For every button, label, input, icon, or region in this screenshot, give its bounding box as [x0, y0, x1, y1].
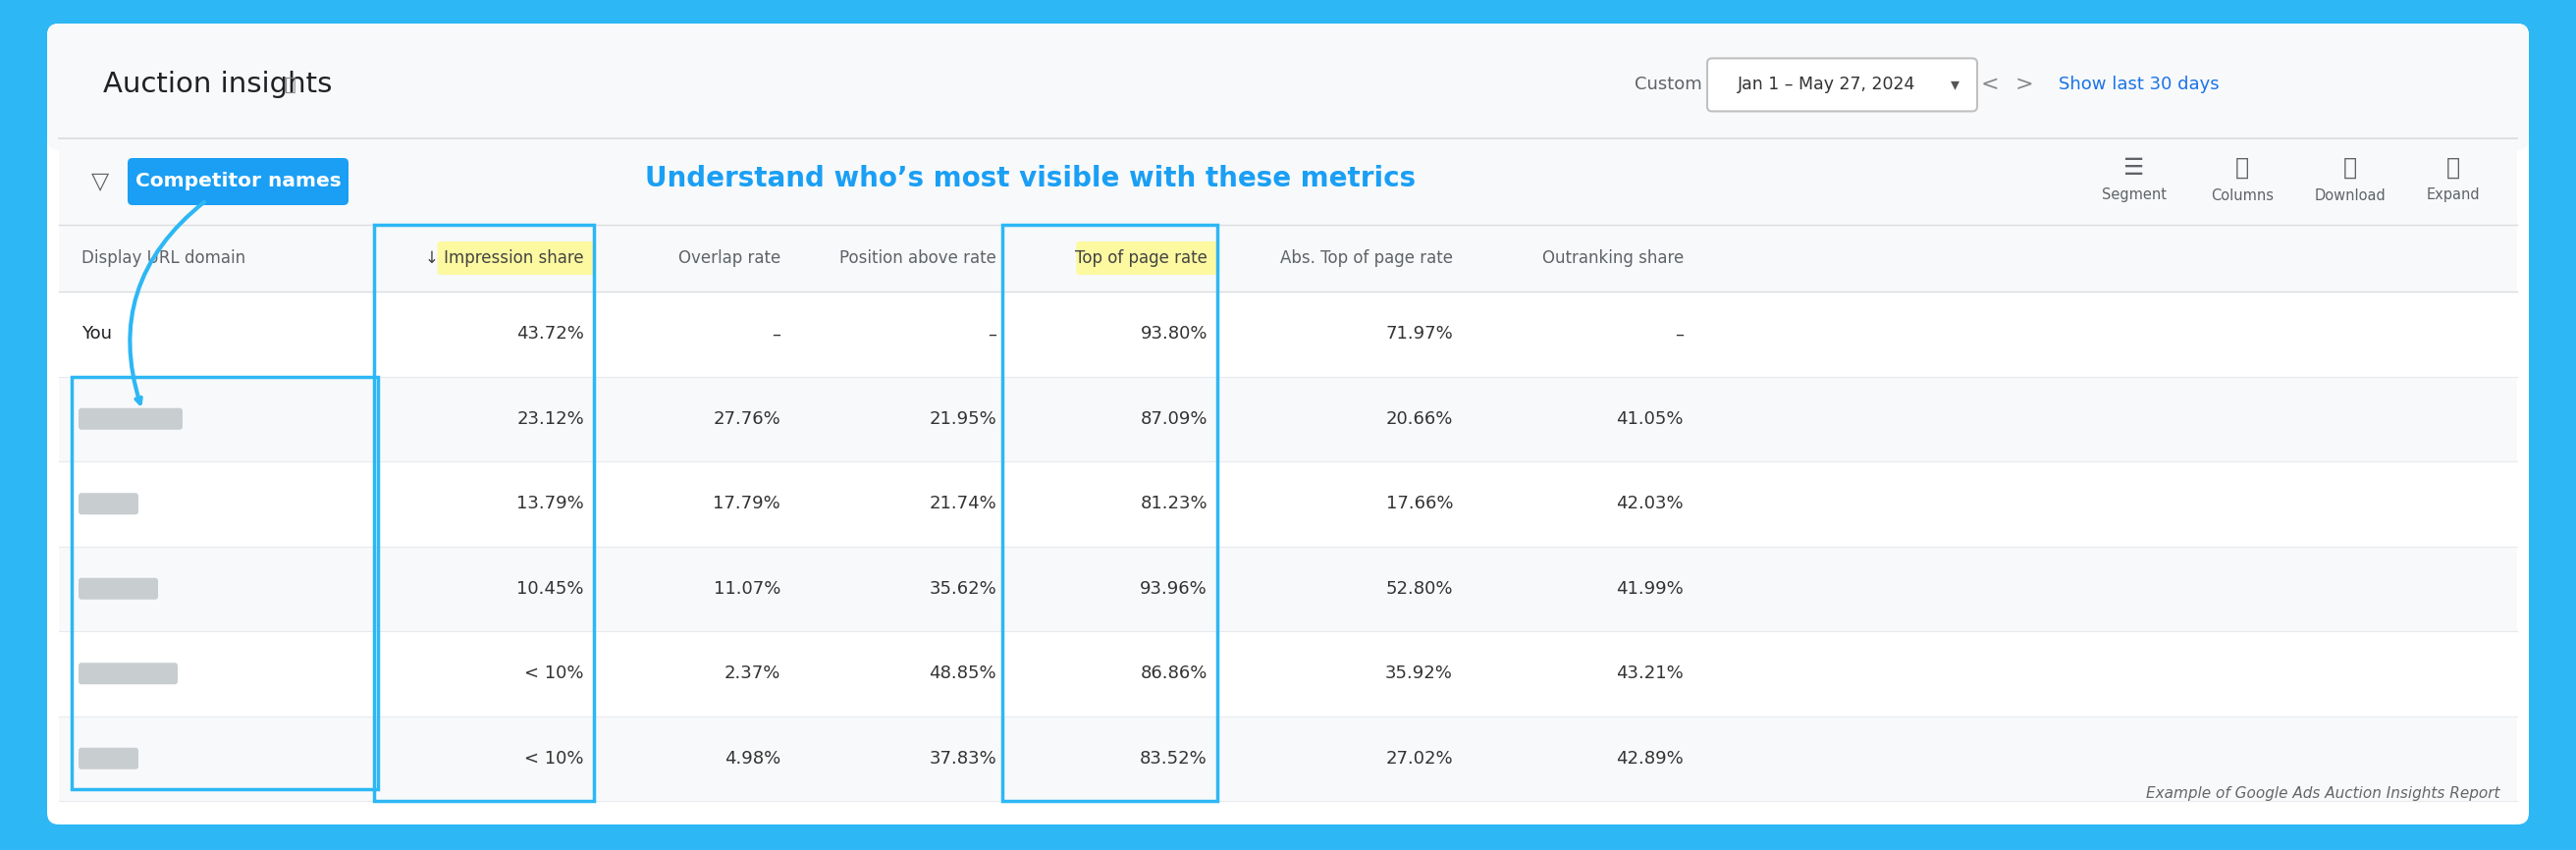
FancyBboxPatch shape — [46, 24, 2530, 824]
Text: ⤓: ⤓ — [2344, 156, 2357, 179]
Text: < 10%: < 10% — [526, 750, 585, 768]
Text: 43.21%: 43.21% — [1615, 665, 1685, 683]
Text: 42.89%: 42.89% — [1615, 750, 1685, 768]
Text: 21.95%: 21.95% — [930, 410, 997, 428]
Bar — [1002, 224, 1218, 801]
Bar — [59, 377, 2517, 462]
Text: Competitor names: Competitor names — [134, 173, 340, 191]
Text: 2.37%: 2.37% — [724, 665, 781, 683]
Text: –: – — [987, 326, 997, 343]
Text: Example of Google Ads Auction Insights Report: Example of Google Ads Auction Insights R… — [2146, 785, 2499, 801]
Text: 17.79%: 17.79% — [714, 495, 781, 513]
FancyBboxPatch shape — [1708, 59, 1978, 111]
Text: Expand: Expand — [2427, 188, 2481, 202]
Text: 71.97%: 71.97% — [1386, 326, 1453, 343]
Text: 13.79%: 13.79% — [518, 495, 585, 513]
FancyBboxPatch shape — [438, 241, 595, 275]
Text: 37.83%: 37.83% — [930, 750, 997, 768]
Text: 93.80%: 93.80% — [1141, 326, 1208, 343]
Text: 21.74%: 21.74% — [930, 495, 997, 513]
Text: 81.23%: 81.23% — [1141, 495, 1208, 513]
FancyBboxPatch shape — [77, 748, 139, 769]
Text: ▽: ▽ — [90, 170, 108, 193]
Text: Position above rate: Position above rate — [840, 249, 997, 267]
Text: 48.85%: 48.85% — [930, 665, 997, 683]
Text: ⓘ: ⓘ — [286, 76, 296, 94]
Text: 10.45%: 10.45% — [518, 580, 585, 598]
Text: 83.52%: 83.52% — [1141, 750, 1208, 768]
Text: Download: Download — [2313, 188, 2385, 202]
Bar — [59, 462, 2517, 547]
Text: ☰: ☰ — [2123, 156, 2146, 179]
Bar — [59, 139, 2517, 224]
Bar — [59, 292, 2517, 377]
Text: Understand who’s most visible with these metrics: Understand who’s most visible with these… — [647, 165, 1417, 192]
FancyBboxPatch shape — [77, 663, 178, 684]
Bar — [374, 224, 595, 801]
Text: Outranking share: Outranking share — [1543, 249, 1685, 267]
Text: 27.76%: 27.76% — [714, 410, 781, 428]
Bar — [59, 87, 2517, 139]
Text: ⎕: ⎕ — [2236, 156, 2249, 179]
Bar — [59, 224, 2517, 292]
Text: –: – — [1674, 326, 1685, 343]
Text: 93.96%: 93.96% — [1141, 580, 1208, 598]
Text: 42.03%: 42.03% — [1615, 495, 1685, 513]
Text: Columns: Columns — [2210, 188, 2275, 202]
Text: ↓ Impression share: ↓ Impression share — [425, 249, 585, 267]
Text: Abs. Top of page rate: Abs. Top of page rate — [1280, 249, 1453, 267]
Text: ⛶: ⛶ — [2447, 156, 2460, 179]
Text: Jan 1 – May 27, 2024: Jan 1 – May 27, 2024 — [1739, 76, 1917, 94]
Text: Custom: Custom — [1636, 76, 1703, 94]
Text: –: – — [773, 326, 781, 343]
Text: 11.07%: 11.07% — [714, 580, 781, 598]
Text: Overlap rate: Overlap rate — [677, 249, 781, 267]
Text: Show last 30 days: Show last 30 days — [2058, 76, 2221, 94]
Bar — [59, 716, 2517, 801]
FancyBboxPatch shape — [129, 158, 348, 205]
Bar — [59, 631, 2517, 716]
Text: Display URL domain: Display URL domain — [82, 249, 245, 267]
Text: 41.05%: 41.05% — [1615, 410, 1685, 428]
FancyBboxPatch shape — [77, 408, 183, 429]
FancyBboxPatch shape — [46, 24, 2530, 150]
Text: 20.66%: 20.66% — [1386, 410, 1453, 428]
Text: < 10%: < 10% — [526, 665, 585, 683]
Text: 86.86%: 86.86% — [1141, 665, 1208, 683]
FancyBboxPatch shape — [77, 578, 157, 599]
Text: 27.02%: 27.02% — [1386, 750, 1453, 768]
Text: 41.99%: 41.99% — [1615, 580, 1685, 598]
Text: 4.98%: 4.98% — [724, 750, 781, 768]
Text: 52.80%: 52.80% — [1386, 580, 1453, 598]
FancyBboxPatch shape — [1077, 241, 1218, 275]
Text: Segment: Segment — [2102, 188, 2166, 202]
Text: 35.92%: 35.92% — [1386, 665, 1453, 683]
Text: 17.66%: 17.66% — [1386, 495, 1453, 513]
Text: 87.09%: 87.09% — [1141, 410, 1208, 428]
Text: 23.12%: 23.12% — [518, 410, 585, 428]
Bar — [59, 547, 2517, 631]
Text: You: You — [82, 326, 111, 343]
Bar — [72, 377, 379, 789]
Text: <: < — [1981, 75, 1999, 94]
Text: >: > — [2014, 75, 2032, 94]
Text: 35.62%: 35.62% — [930, 580, 997, 598]
Text: Auction insights: Auction insights — [103, 71, 332, 99]
Text: Top of page rate: Top of page rate — [1074, 249, 1208, 267]
Text: 43.72%: 43.72% — [518, 326, 585, 343]
Text: ▾: ▾ — [1950, 76, 1958, 94]
FancyBboxPatch shape — [77, 493, 139, 514]
